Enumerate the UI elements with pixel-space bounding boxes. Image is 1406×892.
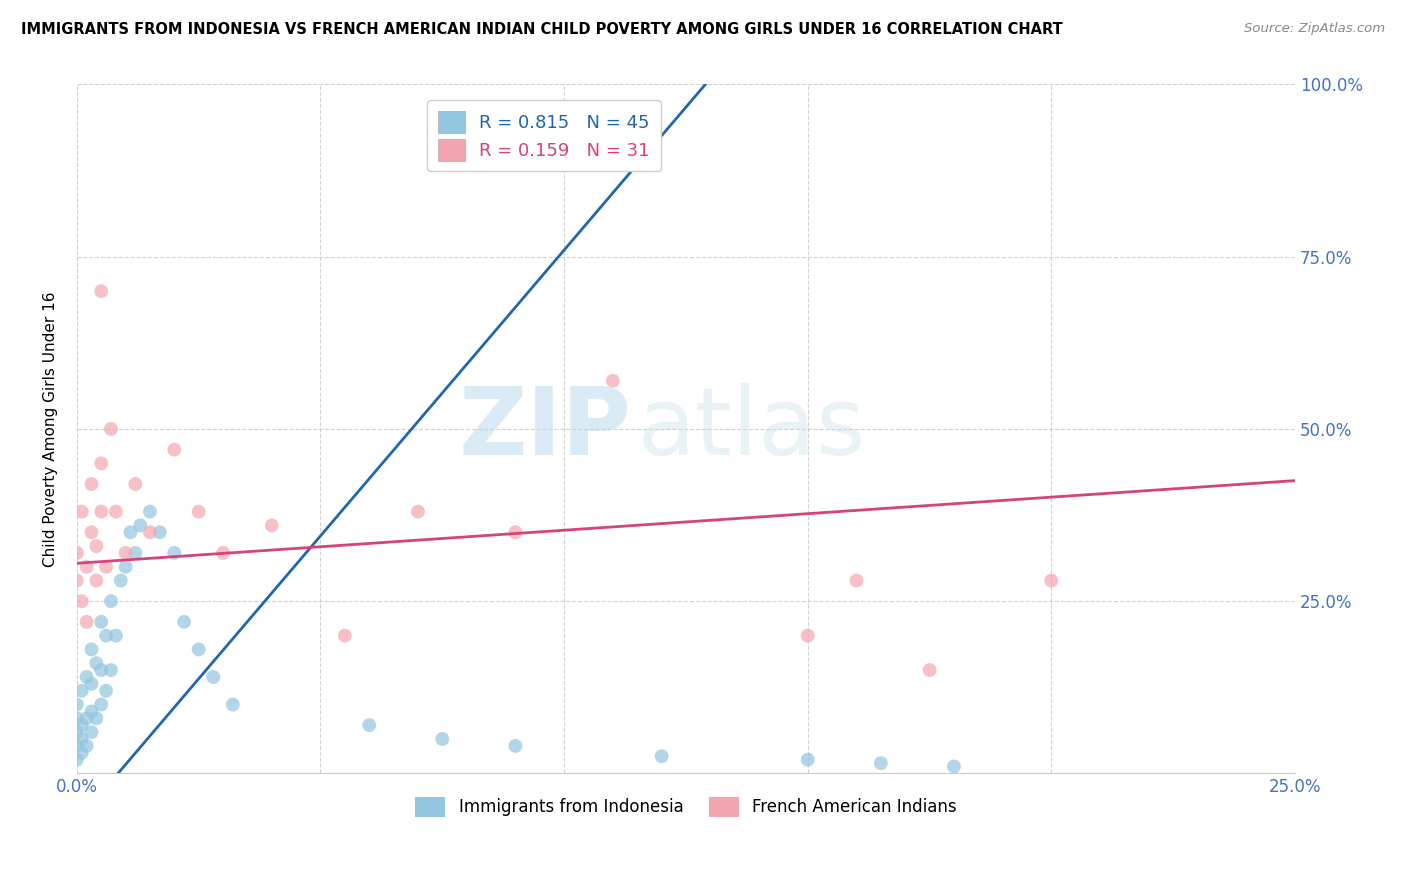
Point — [76, 559, 98, 574]
Point — [70, 731, 93, 746]
Point — [66, 574, 89, 588]
Y-axis label: Child Poverty Among Girls Under 16: Child Poverty Among Girls Under 16 — [44, 291, 58, 566]
Point — [94, 683, 117, 698]
Point — [70, 683, 93, 698]
Point — [90, 456, 112, 470]
Point — [139, 525, 162, 540]
Point — [432, 731, 454, 746]
Point — [359, 718, 381, 732]
Point — [139, 505, 162, 519]
Point — [869, 756, 891, 770]
Point — [80, 725, 103, 739]
Legend: Immigrants from Indonesia, French American Indians: Immigrants from Indonesia, French Americ… — [409, 790, 963, 823]
Point — [100, 594, 122, 608]
Point — [100, 422, 122, 436]
Point — [94, 559, 117, 574]
Point — [70, 718, 93, 732]
Point — [94, 629, 117, 643]
Point — [114, 559, 136, 574]
Point — [66, 725, 89, 739]
Point — [66, 711, 89, 725]
Point — [163, 442, 186, 457]
Point — [104, 505, 127, 519]
Point — [76, 670, 98, 684]
Point — [333, 629, 356, 643]
Point — [80, 642, 103, 657]
Text: atlas: atlas — [637, 383, 866, 475]
Point — [86, 539, 108, 553]
Point — [129, 518, 152, 533]
Point — [406, 505, 429, 519]
Point — [66, 753, 89, 767]
Text: Source: ZipAtlas.com: Source: ZipAtlas.com — [1244, 22, 1385, 36]
Point — [222, 698, 245, 712]
Point — [212, 546, 235, 560]
Point — [100, 663, 122, 677]
Point — [120, 525, 142, 540]
Point — [651, 749, 673, 764]
Point — [70, 746, 93, 760]
Point — [80, 677, 103, 691]
Point — [70, 505, 93, 519]
Point — [90, 284, 112, 298]
Point — [187, 505, 209, 519]
Point — [797, 629, 820, 643]
Point — [90, 698, 112, 712]
Point — [505, 739, 527, 753]
Point — [942, 759, 965, 773]
Point — [114, 546, 136, 560]
Point — [602, 374, 624, 388]
Point — [66, 546, 89, 560]
Point — [80, 705, 103, 719]
Point — [202, 670, 225, 684]
Point — [66, 739, 89, 753]
Point — [110, 574, 132, 588]
Point — [173, 615, 195, 629]
Text: ZIP: ZIP — [458, 383, 631, 475]
Point — [163, 546, 186, 560]
Point — [149, 525, 172, 540]
Point — [86, 574, 108, 588]
Point — [86, 711, 108, 725]
Point — [80, 477, 103, 491]
Point — [76, 711, 98, 725]
Point — [918, 663, 941, 677]
Point — [104, 629, 127, 643]
Point — [76, 739, 98, 753]
Point — [124, 477, 146, 491]
Text: IMMIGRANTS FROM INDONESIA VS FRENCH AMERICAN INDIAN CHILD POVERTY AMONG GIRLS UN: IMMIGRANTS FROM INDONESIA VS FRENCH AMER… — [21, 22, 1063, 37]
Point — [845, 574, 868, 588]
Point — [90, 615, 112, 629]
Point — [86, 656, 108, 670]
Point — [1040, 574, 1063, 588]
Point — [90, 663, 112, 677]
Point — [124, 546, 146, 560]
Point — [90, 505, 112, 519]
Point — [76, 615, 98, 629]
Point — [66, 698, 89, 712]
Point — [70, 594, 93, 608]
Point — [505, 525, 527, 540]
Point — [187, 642, 209, 657]
Point — [797, 753, 820, 767]
Point — [260, 518, 283, 533]
Point — [80, 525, 103, 540]
